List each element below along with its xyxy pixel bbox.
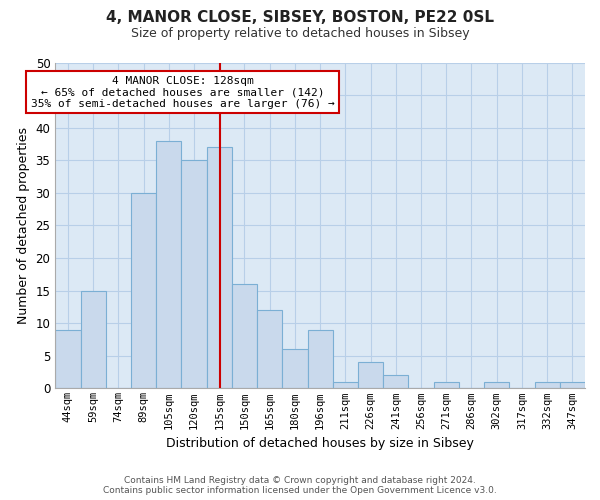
Bar	[232, 284, 257, 389]
Text: Size of property relative to detached houses in Sibsey: Size of property relative to detached ho…	[131, 28, 469, 40]
Bar	[535, 382, 560, 388]
Bar	[283, 350, 308, 389]
Bar	[181, 160, 206, 388]
Bar	[156, 140, 181, 388]
Text: 4 MANOR CLOSE: 128sqm
← 65% of detached houses are smaller (142)
35% of semi-det: 4 MANOR CLOSE: 128sqm ← 65% of detached …	[31, 76, 334, 108]
Bar	[308, 330, 333, 388]
Text: Contains HM Land Registry data © Crown copyright and database right 2024.
Contai: Contains HM Land Registry data © Crown c…	[103, 476, 497, 495]
Bar	[131, 193, 156, 388]
Bar	[55, 330, 80, 388]
Bar	[484, 382, 509, 388]
X-axis label: Distribution of detached houses by size in Sibsey: Distribution of detached houses by size …	[166, 437, 474, 450]
Bar	[383, 376, 409, 388]
Y-axis label: Number of detached properties: Number of detached properties	[17, 127, 30, 324]
Bar	[257, 310, 283, 388]
Bar	[560, 382, 585, 388]
Bar	[80, 290, 106, 388]
Text: 4, MANOR CLOSE, SIBSEY, BOSTON, PE22 0SL: 4, MANOR CLOSE, SIBSEY, BOSTON, PE22 0SL	[106, 10, 494, 25]
Bar	[358, 362, 383, 388]
Bar	[434, 382, 459, 388]
Bar	[333, 382, 358, 388]
Bar	[206, 147, 232, 388]
